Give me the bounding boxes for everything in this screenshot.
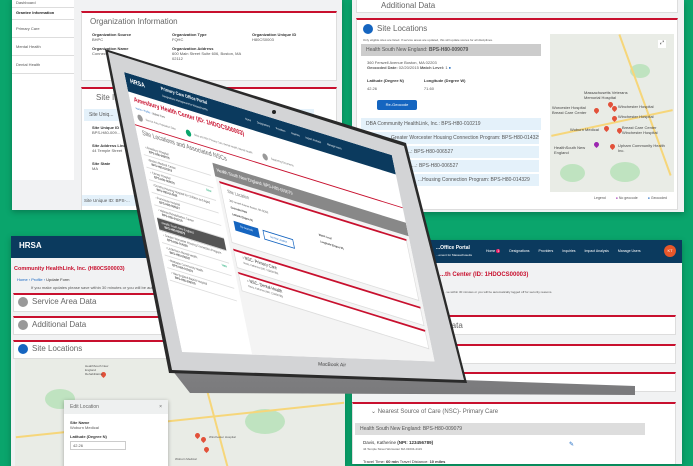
nav-home[interactable]: Home (244, 116, 252, 123)
nav-inquiries[interactable]: Inquiries (562, 249, 576, 253)
provider: Davis, Katherine (NPI: 123456789) 44 Tem… (363, 440, 446, 464)
site-map[interactable]: Massachusetts Veterans Memorial Hospital… (550, 34, 674, 192)
map-pin[interactable] (199, 435, 208, 444)
notification-badge: 1 (496, 249, 501, 253)
field-value: MA (92, 166, 98, 171)
nav-impact-analysis[interactable]: Impact Analysis (305, 135, 322, 145)
expand-map-icon[interactable]: ⤢ (658, 40, 666, 48)
sidebar-item-primary-care[interactable]: Primary Care (12, 20, 74, 38)
avatar[interactable]: KT (664, 245, 676, 257)
site-info-title: Site In... (96, 93, 126, 102)
field-label: Site Unique ID (92, 125, 120, 130)
map-pin[interactable] (202, 445, 211, 454)
sidebar-item-mental-health[interactable]: Mental Health (12, 38, 74, 56)
nav-designations[interactable]: Designations (509, 249, 530, 253)
map-label: Winchester Hospital (209, 435, 236, 439)
note: Only eligible sites are listed. If servi… (363, 38, 493, 42)
portal-subtitle: ...ement for Massachusetts (436, 253, 473, 257)
macbook-logo: MacBook Air (317, 361, 347, 369)
edit-location-dialog: Edit Location × Site Name Woburn Medical … (64, 400, 168, 466)
org-info-title: Organization Information (90, 17, 178, 26)
field-label: Site Address Line (92, 143, 126, 148)
map-label: HealthSouth New England (554, 145, 586, 155)
nav-home[interactable]: Home 1 (486, 249, 501, 253)
additional-data-card: Additional Data (356, 0, 678, 13)
dialog-title: Edit Location (70, 404, 99, 410)
nsc-primary-card: ⌄ Nearest Source of Care (NSC)- Primary … (352, 402, 676, 464)
org-title: ...th Center (ID: 1HDOCS00003) (440, 272, 529, 278)
map-legend: Legend ● No geocode ● Geocoded (594, 196, 667, 200)
field-value: BPS-H80-009... (92, 130, 121, 135)
nav-providers[interactable]: Providers (538, 249, 554, 253)
nav-manage-users[interactable]: Manage Users (617, 249, 641, 253)
nav-designations[interactable]: Designations (256, 120, 271, 129)
field-label: Site Name (70, 420, 90, 425)
close-icon[interactable]: × (159, 404, 162, 410)
map-label: Winchester Hospital (618, 104, 654, 109)
map-label: Upham Community Health Inc. (618, 143, 665, 153)
map-label: Massachusetts Veterans Memorial Hospital (584, 90, 628, 100)
map-pin[interactable] (602, 124, 611, 133)
selected-site-row[interactable]: Health South New England: BPS-H80-009079 (361, 44, 541, 56)
sidebar-item-grantee[interactable]: Grantee Information (12, 8, 74, 20)
hrsa-logo: HRSA (19, 241, 42, 250)
map-pin-no-geocode[interactable] (592, 140, 601, 149)
re-geocode-button[interactable]: Re-Geocode (377, 100, 417, 110)
map-label: HealthSouth New England Rehabilitation (85, 364, 109, 376)
map-label: Breast Care Center Winchester Hospital (622, 125, 658, 135)
edit-pencil-icon[interactable]: ✎ (569, 442, 575, 448)
nav-impact-analysis[interactable]: Impact Analysis (584, 249, 609, 253)
sidebar-item-dashboard[interactable]: Dashboard (12, 0, 74, 8)
nav: Home 1 Designations Providers Inquiries … (486, 249, 641, 253)
breadcrumb: Home › Profile › Update Form (17, 277, 70, 282)
step-3[interactable]: Supporting Documents (262, 152, 294, 169)
field: Organization Name Connecti... (92, 46, 129, 56)
additional-data-title: Additional Data (381, 1, 436, 10)
site-locations-title: Site Locations (377, 24, 428, 34)
map-label: Winchester Hospital (618, 114, 654, 119)
map-pin[interactable] (608, 142, 617, 151)
portal-title: ...Office Portal (436, 245, 470, 251)
field-label: Site State (92, 161, 111, 166)
field: Organization Type FQHC (172, 32, 207, 42)
sidebar-item-dental-health[interactable]: Dental Health (12, 56, 74, 74)
org-title: Community HealthLink, Inc. (H80CS00003) (14, 266, 125, 272)
note: If you make updates please save within 3… (31, 285, 193, 290)
field: Organization Source BHPC (92, 32, 132, 42)
step-icon (363, 24, 373, 34)
nsc-site-row[interactable]: Health South New England: BPS-H80-009079 (355, 423, 645, 435)
note: ...ve within 30 minutes or you will be a… (444, 290, 553, 294)
map-label: Woburn Medical (570, 127, 599, 132)
field-value: 44 Temple Street (92, 148, 123, 153)
nsc-title: ⌄ Nearest Source of Care (NSC)- Primary … (371, 409, 499, 415)
sidebar: Dashboard Grantee Information Primary Ca… (12, 0, 74, 180)
field: Organization Unique ID H80CS0003 (252, 32, 297, 42)
camera-icon (272, 110, 276, 114)
map-pin[interactable] (610, 104, 619, 113)
site-row[interactable]: Greater Worcester Housing Connection Pro… (361, 132, 539, 144)
map-pin[interactable] (592, 106, 601, 115)
map-label: Worcester Hospital Breast Care Center (552, 105, 587, 115)
field-value: Woburn Medical (70, 425, 99, 430)
site-details: 360 Fenwell Avenue Boston, MA 02203 Geoc… (367, 60, 466, 91)
field: Organization Address 600 Main Street Suit… (172, 46, 241, 61)
site-row[interactable]: DBA Community HealthLink, Inc.: BPS-H80-… (361, 118, 541, 130)
field-label: Latitude (Degree N) (70, 434, 107, 439)
nav-inquiries[interactable]: Inquiries (290, 131, 301, 138)
site-locations-header: Site Locations (357, 20, 677, 38)
map-label: Woburn Medical (175, 457, 197, 461)
nav-manage-users[interactable]: Manage Users (326, 142, 342, 151)
latitude-input[interactable]: 42.26 (70, 441, 126, 450)
nav-providers[interactable]: Providers (275, 126, 286, 134)
